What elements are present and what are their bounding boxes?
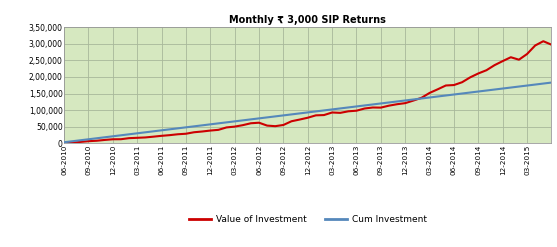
Title: Monthly ₹ 3,000 SIP Returns: Monthly ₹ 3,000 SIP Returns — [229, 15, 386, 25]
Legend: Value of Investment, Cum Investment: Value of Investment, Cum Investment — [185, 212, 431, 228]
